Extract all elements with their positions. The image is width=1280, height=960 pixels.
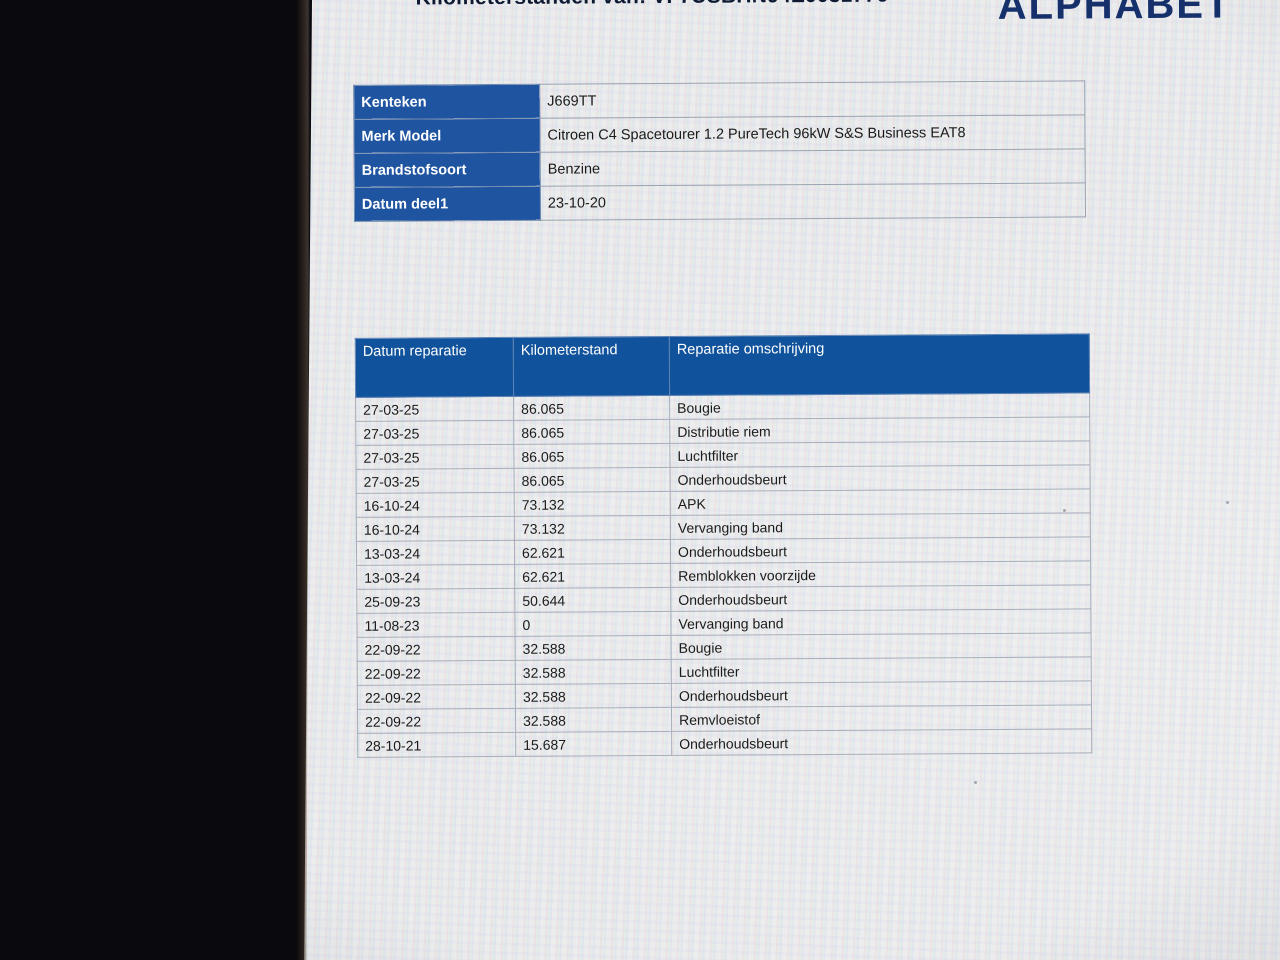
repair-cell-date: 27-03-25 — [355, 396, 514, 422]
table-row: Brandstofsoort Benzine — [354, 148, 1086, 188]
repair-cell-date: 27-03-25 — [355, 420, 514, 446]
repair-cell-mileage: 0 — [514, 611, 672, 637]
repair-cell-mileage: 86.065 — [514, 467, 671, 493]
document-title: Kilometerstanden van: VF7USBHN94E0031776 — [416, 0, 889, 10]
vehicle-info-label-merk-model: Merk Model — [353, 118, 541, 154]
repair-cell-mileage: 73.132 — [514, 491, 671, 517]
repair-cell-description: Onderhoudsbeurt — [670, 464, 1091, 492]
repair-cell-date: 22-09-22 — [357, 660, 516, 686]
repair-cell-description: Onderhoudsbeurt — [671, 680, 1092, 708]
repair-cell-date: 27-03-25 — [356, 468, 515, 494]
spreadsheet-document: Kilometerstanden van: VF7USBHN94E0031776… — [300, 0, 1280, 960]
repair-cell-mileage: 32.588 — [515, 659, 672, 685]
repair-cell-description: Onderhoudsbeurt — [671, 728, 1092, 756]
repair-cell-mileage: 62.621 — [514, 539, 671, 565]
alphabet-logo: ALPHABET — [997, 0, 1232, 28]
repair-cell-mileage: 32.588 — [515, 635, 672, 661]
repair-cell-description: Onderhoudsbeurt — [670, 584, 1091, 612]
dust-speck — [1063, 509, 1066, 512]
repair-cell-description: Luchtfilter — [671, 656, 1092, 684]
table-header-row: Datum reparatie Kilometerstand Reparatie… — [355, 333, 1090, 398]
repair-cell-description: Remblokken voorzijde — [670, 560, 1091, 588]
monitor-screen: Kilometerstanden van: VF7USBHN94E0031776… — [300, 0, 1280, 960]
repair-cell-mileage: 32.588 — [515, 707, 672, 733]
vehicle-info-label-brandstofsoort: Brandstofsoort — [354, 152, 541, 188]
repair-cell-description: Bougie — [669, 392, 1090, 420]
repair-cell-date: 27-03-25 — [355, 444, 515, 470]
vehicle-info-value-brandstofsoort: Benzine — [540, 148, 1086, 187]
table-row: Merk Model Citroen C4 Spacetourer 1.2 Pu… — [353, 114, 1086, 154]
column-header-kilometerstand: Kilometerstand — [513, 336, 670, 397]
repair-cell-date: 22-09-22 — [357, 708, 516, 734]
repair-cell-mileage: 86.065 — [513, 443, 671, 469]
vehicle-info-body: Kenteken J669TT Merk Model Citroen C4 Sp… — [353, 80, 1086, 222]
repair-cell-description: Vervanging band — [670, 512, 1091, 540]
repair-cell-description: Vervanging band — [670, 608, 1092, 636]
repair-cell-mileage: 50.644 — [514, 587, 671, 613]
repair-cell-date: 11-08-23 — [356, 612, 516, 638]
repair-cell-date: 13-03-24 — [356, 540, 515, 566]
repair-cell-date: 16-10-24 — [356, 516, 515, 542]
repair-cell-date: 16-10-24 — [356, 492, 515, 518]
repair-history-table: Datum reparatie Kilometerstand Reparatie… — [355, 333, 1093, 758]
vehicle-info-label-datum-deel1: Datum deel1 — [354, 186, 541, 222]
repair-cell-description: Remvloeistof — [671, 704, 1092, 732]
repair-history-head: Datum reparatie Kilometerstand Reparatie… — [355, 333, 1090, 398]
repair-cell-date: 13-03-24 — [356, 564, 515, 590]
column-header-datum-reparatie: Datum reparatie — [355, 337, 514, 398]
table-row: Datum deel1 23-10-20 — [354, 182, 1086, 222]
repair-cell-description: APK — [670, 488, 1091, 516]
repair-history-body: 27-03-25 86.065 Bougie 27-03-25 86.065 Distri… — [355, 392, 1092, 758]
table-row: 28-10-21 15.687 Onderhoudsbeurt — [357, 728, 1092, 758]
repair-cell-description: Onderhoudsbeurt — [670, 536, 1091, 564]
repair-cell-date: 22-09-22 — [357, 684, 516, 710]
repair-cell-mileage: 73.132 — [514, 515, 671, 541]
repair-cell-description: Luchtfilter — [669, 440, 1091, 468]
repair-cell-description: Distributie riem — [669, 416, 1090, 444]
vehicle-info-value-kenteken: J669TT — [539, 80, 1085, 119]
repair-cell-date: 28-10-21 — [357, 732, 516, 758]
table-row: Kenteken J669TT — [353, 80, 1085, 120]
repair-cell-description: Bougie — [671, 632, 1092, 660]
repair-cell-mileage: 62.621 — [514, 563, 671, 589]
vehicle-info-table: Kenteken J669TT Merk Model Citroen C4 Sp… — [353, 80, 1086, 222]
repair-cell-mileage: 32.588 — [515, 683, 672, 709]
repair-cell-mileage: 15.687 — [515, 731, 672, 757]
repair-cell-date: 25-09-23 — [356, 588, 515, 614]
dark-surround-left — [0, 0, 312, 960]
vehicle-info-value-datum-deel1: 23-10-20 — [540, 182, 1086, 221]
repair-cell-mileage: 86.065 — [513, 395, 670, 421]
dust-speck — [1226, 501, 1229, 504]
repair-cell-mileage: 86.065 — [513, 419, 670, 445]
dust-speck — [974, 781, 977, 784]
vehicle-info-value-merk-model: Citroen C4 Spacetourer 1.2 PureTech 96kW… — [539, 114, 1086, 153]
column-header-reparatie-omschrijving: Reparatie omschrijving — [669, 333, 1090, 396]
repair-cell-date: 22-09-22 — [357, 636, 516, 662]
vehicle-info-label-kenteken: Kenteken — [353, 84, 540, 120]
